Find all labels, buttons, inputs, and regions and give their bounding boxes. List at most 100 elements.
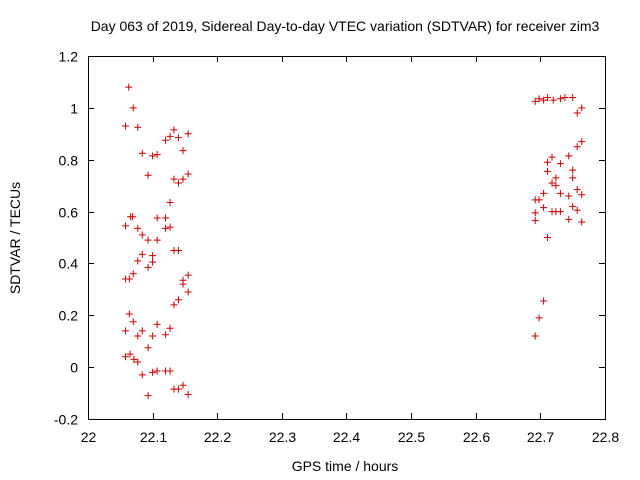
data-point bbox=[153, 320, 161, 328]
data-point bbox=[134, 123, 142, 131]
data-point bbox=[162, 214, 170, 222]
data-point bbox=[548, 179, 556, 187]
data-point bbox=[569, 166, 577, 174]
data-point bbox=[144, 392, 152, 400]
data-point bbox=[184, 130, 192, 138]
data-point bbox=[552, 182, 560, 190]
data-point bbox=[174, 296, 182, 304]
data-point bbox=[578, 138, 586, 146]
data-point bbox=[149, 258, 157, 266]
data-point bbox=[134, 332, 142, 340]
data-point bbox=[121, 327, 129, 335]
data-point bbox=[578, 191, 586, 199]
data-point bbox=[162, 224, 170, 232]
data-point bbox=[170, 301, 178, 309]
data-point bbox=[166, 324, 174, 332]
x-tick-label: 22.2 bbox=[204, 429, 231, 445]
data-point bbox=[129, 104, 137, 112]
y-axis-label: SDTVAR / TECUs bbox=[7, 182, 23, 294]
data-point bbox=[543, 93, 551, 101]
data-point bbox=[121, 353, 129, 361]
data-point bbox=[149, 368, 157, 376]
data-point bbox=[540, 189, 548, 197]
x-tick-label: 22.4 bbox=[333, 429, 360, 445]
data-point bbox=[556, 189, 564, 197]
y-tick-label: 0.6 bbox=[59, 205, 79, 221]
data-point bbox=[174, 179, 182, 187]
data-point bbox=[126, 350, 134, 358]
data-point bbox=[184, 390, 192, 398]
data-point bbox=[170, 126, 178, 134]
data-point bbox=[129, 318, 137, 326]
data-point bbox=[531, 209, 539, 217]
data-point bbox=[540, 204, 548, 212]
data-point bbox=[573, 206, 581, 214]
data-point bbox=[543, 167, 551, 175]
data-point bbox=[174, 385, 182, 393]
data-point bbox=[184, 170, 192, 178]
data-point bbox=[138, 327, 146, 335]
data-point bbox=[138, 231, 146, 239]
data-point bbox=[166, 367, 174, 375]
data-point bbox=[184, 288, 192, 296]
data-point bbox=[549, 96, 557, 104]
data-point bbox=[565, 215, 573, 223]
data-point bbox=[179, 381, 187, 389]
data-point bbox=[569, 202, 577, 210]
data-point bbox=[129, 213, 137, 221]
data-points bbox=[121, 83, 586, 400]
data-point bbox=[531, 332, 539, 340]
data-point bbox=[556, 95, 564, 103]
data-point bbox=[144, 171, 152, 179]
data-point bbox=[556, 208, 564, 216]
data-point bbox=[573, 186, 581, 194]
data-point bbox=[130, 355, 138, 363]
data-point bbox=[535, 196, 543, 204]
data-point bbox=[149, 332, 157, 340]
data-point bbox=[153, 151, 161, 159]
data-point bbox=[573, 109, 581, 117]
data-point bbox=[569, 174, 577, 182]
data-point bbox=[153, 367, 161, 375]
data-point bbox=[565, 192, 573, 200]
y-tick-label: 0 bbox=[70, 360, 78, 376]
data-point bbox=[149, 252, 157, 260]
data-point bbox=[552, 174, 560, 182]
x-tick-label: 22.5 bbox=[398, 429, 425, 445]
data-point bbox=[578, 104, 586, 112]
data-point bbox=[179, 175, 187, 183]
data-point bbox=[166, 223, 174, 231]
data-point bbox=[174, 134, 182, 142]
data-point bbox=[174, 246, 182, 254]
data-point bbox=[138, 371, 146, 379]
data-point bbox=[184, 271, 192, 279]
x-axis-label: GPS time / hours bbox=[292, 458, 399, 474]
data-point bbox=[531, 97, 539, 105]
y-tick-label: 1 bbox=[70, 101, 78, 117]
y-tick-label: 0.4 bbox=[59, 256, 79, 272]
y-tick-label: 1.2 bbox=[59, 49, 79, 65]
data-point bbox=[166, 132, 174, 140]
data-point bbox=[162, 331, 170, 339]
x-tick-label: 22 bbox=[81, 429, 97, 445]
data-point bbox=[125, 275, 133, 283]
x-tick-label: 22.6 bbox=[463, 429, 490, 445]
data-point bbox=[121, 222, 129, 230]
data-point bbox=[144, 236, 152, 244]
y-tick-label: 0.2 bbox=[59, 308, 79, 324]
x-tick-label: 22.1 bbox=[140, 429, 167, 445]
data-point bbox=[561, 93, 569, 101]
chart-title: Day 063 of 2019, Sidereal Day-to-day VTE… bbox=[91, 18, 600, 34]
data-point bbox=[573, 143, 581, 151]
data-point bbox=[543, 158, 551, 166]
data-point bbox=[535, 314, 543, 322]
data-point bbox=[125, 310, 133, 318]
data-point bbox=[125, 83, 133, 91]
data-point bbox=[543, 234, 551, 241]
data-point bbox=[138, 250, 146, 258]
data-point bbox=[153, 214, 161, 222]
y-axis: -0.2 0 0.2 0.4 0.6 0.8 1 1.2 bbox=[54, 49, 605, 428]
data-point bbox=[134, 224, 142, 232]
data-point bbox=[548, 153, 556, 161]
data-point bbox=[565, 152, 573, 160]
